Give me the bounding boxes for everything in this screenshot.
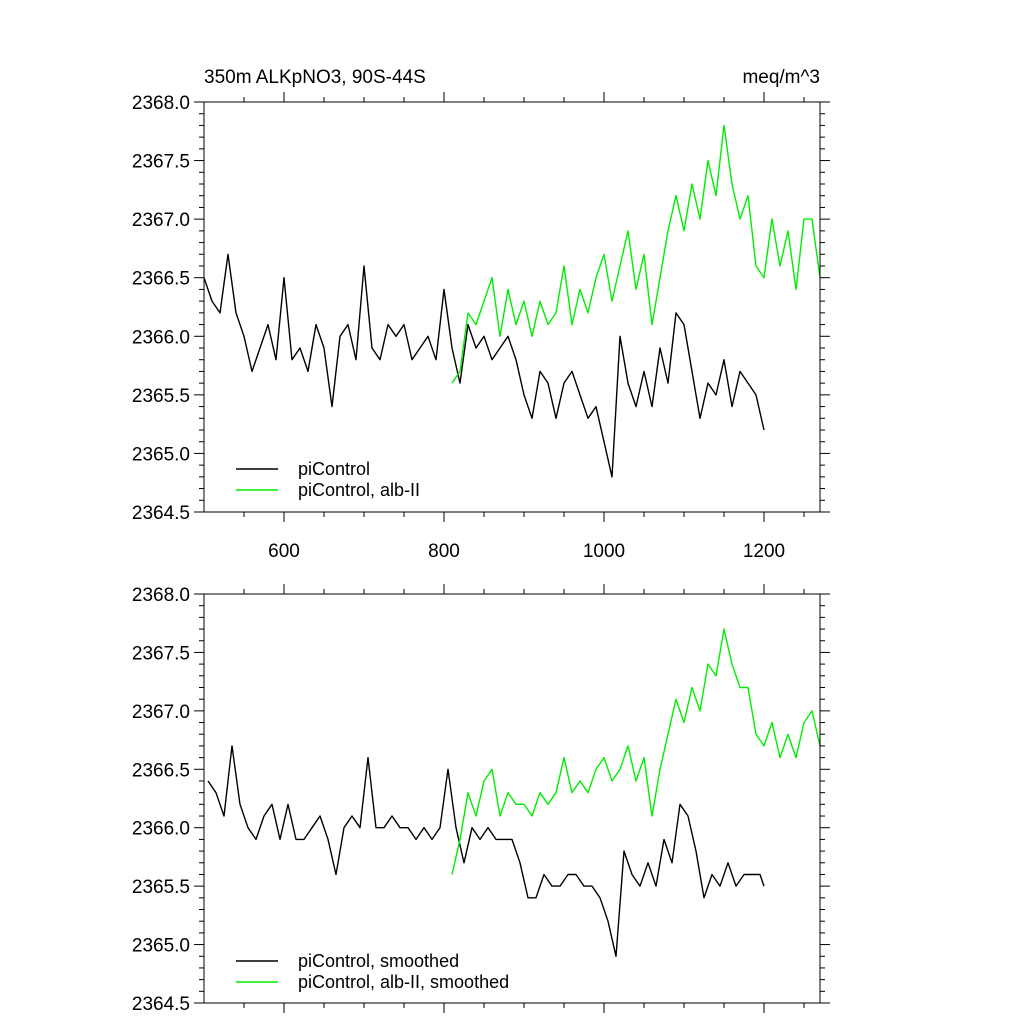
y-tick-label: 2367.0 <box>132 210 190 231</box>
x-tick-label: 600 <box>268 541 300 562</box>
series-line-alb-ii <box>451 628 821 875</box>
x-tick-label: 1200 <box>743 541 785 562</box>
legend-label: piControl, smoothed <box>298 951 459 971</box>
y-tick-label: 2366.5 <box>132 760 190 781</box>
x-tick-label: 1000 <box>583 541 625 562</box>
x-tick-label: 800 <box>428 541 460 562</box>
y-tick-label: 2367.5 <box>132 152 190 173</box>
y-tick-label: 2365.0 <box>132 936 190 957</box>
y-tick-label: 2365.0 <box>132 444 190 465</box>
legend-label: piControl <box>298 459 370 479</box>
chart-panel-2: 2364.5 2365.0 2365.5 2366.0 2366.5 2367.0 2367… <box>132 584 830 1015</box>
y-tick-label: 2366.5 <box>132 269 190 290</box>
series-line-alb-ii <box>451 124 821 384</box>
plot-frame <box>203 101 821 513</box>
legend-label: piControl, alb-II <box>298 480 420 500</box>
y-tick-label: 2365.5 <box>132 386 190 407</box>
series-line-picontrol <box>207 745 765 957</box>
y-tick-label: 2366.0 <box>132 327 190 348</box>
chart-panel-1: 2364.5 2365.0 2365.5 2366.0 2366.5 2367.0 2367… <box>132 67 830 562</box>
series-line-picontrol <box>203 253 765 478</box>
y-tick-label: 2368.0 <box>132 585 190 606</box>
y-tick-label: 2364.5 <box>132 994 190 1015</box>
y-tick-label: 2368.0 <box>132 93 190 114</box>
y-tick-label: 2367.5 <box>132 643 190 664</box>
y-tick-label: 2366.0 <box>132 819 190 840</box>
units-label: meq/m^3 <box>742 67 820 88</box>
y-tick-label: 2367.0 <box>132 702 190 723</box>
y-tick-label: 2364.5 <box>132 503 190 524</box>
chart-title: 350m ALKpNO3, 90S-44S <box>204 67 426 88</box>
y-tick-label: 2365.5 <box>132 877 190 898</box>
plot-frame <box>203 593 821 1004</box>
legend-label: piControl, alb-II, smoothed <box>298 972 509 992</box>
